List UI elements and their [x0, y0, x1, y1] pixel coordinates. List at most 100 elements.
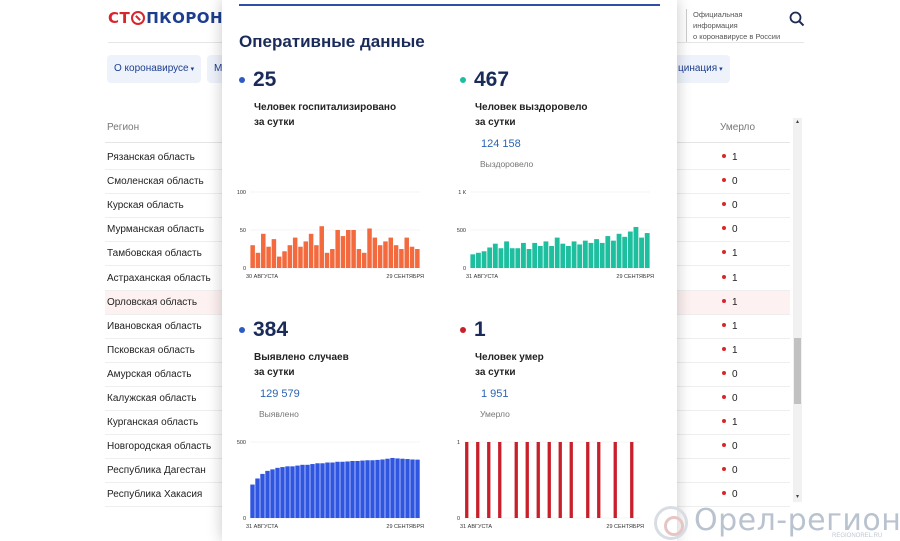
chart-bar[interactable] — [588, 242, 594, 268]
chart-bar[interactable] — [521, 242, 526, 268]
chart-bar[interactable] — [405, 459, 410, 518]
chart-bar[interactable] — [571, 241, 577, 268]
chart-bar[interactable] — [465, 442, 469, 518]
chart-bar[interactable] — [536, 442, 540, 518]
chart-bar[interactable] — [290, 466, 295, 518]
chart-bar[interactable] — [266, 246, 271, 268]
chart-bar[interactable] — [498, 442, 502, 518]
chart-bar[interactable] — [275, 467, 280, 518]
chart-bar[interactable] — [597, 442, 601, 518]
chart-bar[interactable] — [346, 230, 351, 268]
chart-bar[interactable] — [365, 460, 370, 518]
chart-bar[interactable] — [582, 240, 588, 268]
chart-bar[interactable] — [504, 241, 509, 268]
chart-bar[interactable] — [303, 241, 309, 268]
chart-bar[interactable] — [325, 462, 330, 518]
chart-bar[interactable] — [335, 230, 340, 268]
chart-bar[interactable] — [300, 464, 305, 518]
chart-bar[interactable] — [310, 464, 315, 518]
chart-bar[interactable] — [330, 249, 335, 268]
chart-bar[interactable] — [622, 236, 628, 268]
chart-bar[interactable] — [400, 458, 405, 518]
chart-bar[interactable] — [295, 465, 300, 518]
chart-bar[interactable] — [261, 233, 266, 268]
chart-bar[interactable] — [554, 237, 560, 268]
chart-bar[interactable] — [355, 461, 360, 518]
chart-bar[interactable] — [280, 467, 285, 518]
chart-bar[interactable] — [644, 233, 650, 268]
chart-bar[interactable] — [525, 442, 529, 518]
chart-bar[interactable] — [320, 463, 325, 518]
chart-bar[interactable] — [350, 461, 355, 518]
scroll-down-arrow[interactable]: ▾ — [795, 494, 799, 500]
chart-bar[interactable] — [287, 245, 293, 268]
chart-bar[interactable] — [319, 226, 324, 268]
chart-bar[interactable] — [372, 237, 378, 268]
chart-bar[interactable] — [476, 252, 481, 268]
chart-bar[interactable] — [633, 226, 639, 268]
chart-bar[interactable] — [298, 246, 303, 268]
chart-bar[interactable] — [250, 484, 255, 518]
nav-vaccination[interactable]: цинация ▾ — [670, 55, 730, 83]
chart-bar[interactable] — [639, 237, 644, 268]
column-header-region[interactable]: Регион — [107, 122, 140, 133]
chart-bar[interactable] — [599, 242, 605, 268]
chart-bar[interactable] — [415, 249, 420, 268]
chart-bar[interactable] — [250, 245, 255, 268]
chart-bar[interactable] — [255, 478, 260, 518]
chart-bar[interactable] — [360, 460, 365, 518]
chart-bar[interactable] — [395, 458, 400, 518]
chart-bar[interactable] — [549, 245, 554, 268]
chart-bar[interactable] — [566, 245, 571, 268]
column-header-died[interactable]: Умерло — [720, 122, 756, 133]
chart-bar[interactable] — [611, 240, 616, 268]
chart-bar[interactable] — [356, 249, 362, 268]
chart-bar[interactable] — [586, 442, 590, 518]
chart-bar[interactable] — [605, 236, 611, 268]
chart-bar[interactable] — [616, 233, 622, 268]
chart-bar[interactable] — [627, 231, 633, 268]
chart-bar[interactable] — [492, 243, 498, 268]
chart-bar[interactable] — [308, 233, 314, 268]
chart-bar[interactable] — [415, 459, 420, 518]
chart-bar[interactable] — [476, 442, 480, 518]
chart-bar[interactable] — [285, 466, 290, 518]
chart-bar[interactable] — [370, 460, 375, 518]
chart-bar[interactable] — [385, 458, 390, 518]
chart-bar[interactable] — [613, 442, 617, 518]
chart-bar[interactable] — [410, 459, 415, 518]
chart-bar[interactable] — [324, 252, 330, 268]
chart-bar[interactable] — [271, 239, 277, 268]
chart-bar[interactable] — [282, 251, 287, 268]
chart-bar[interactable] — [390, 457, 395, 518]
chart-bar[interactable] — [367, 228, 372, 268]
chart-bar[interactable] — [388, 237, 394, 268]
chart-bar[interactable] — [393, 245, 399, 268]
chart-bar[interactable] — [558, 442, 562, 518]
chart-bar[interactable] — [270, 469, 275, 518]
chart-bar[interactable] — [314, 245, 319, 268]
table-scrollbar[interactable]: ▴ ▾ — [793, 118, 802, 502]
chart-bar[interactable] — [470, 254, 476, 268]
chart-bar[interactable] — [276, 256, 282, 268]
chart-bar[interactable] — [630, 442, 634, 518]
chart-bar[interactable] — [532, 242, 538, 268]
chart-bar[interactable] — [265, 470, 270, 518]
chart-bar[interactable] — [547, 442, 551, 518]
chart-bar[interactable] — [409, 246, 415, 268]
chart-bar[interactable] — [383, 241, 388, 268]
search-icon[interactable] — [789, 11, 805, 27]
chart-bar[interactable] — [330, 462, 335, 518]
scroll-up-arrow[interactable]: ▴ — [795, 119, 799, 125]
chart-bar[interactable] — [260, 473, 265, 518]
chart-bar[interactable] — [351, 230, 356, 268]
chart-bar[interactable] — [526, 249, 532, 268]
chart-bar[interactable] — [377, 245, 383, 268]
chart-bar[interactable] — [340, 461, 345, 518]
chart-bar[interactable] — [361, 252, 367, 268]
nav-about-coronavirus[interactable]: О коронавирусе ▾ — [107, 55, 201, 83]
chart-bar[interactable] — [345, 461, 350, 518]
chart-bar[interactable] — [315, 463, 320, 518]
chart-bar[interactable] — [380, 459, 385, 518]
chart-bar[interactable] — [487, 442, 491, 518]
